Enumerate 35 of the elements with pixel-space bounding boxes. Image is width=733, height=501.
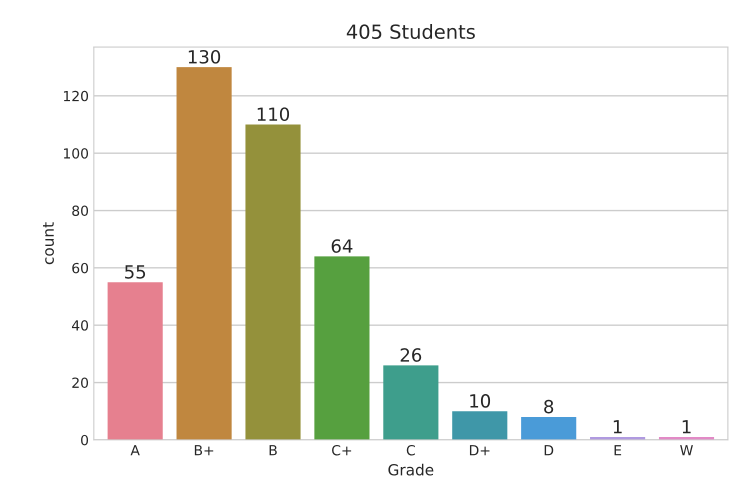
y-tick-label: 100 [64,148,88,159]
bar [452,411,508,440]
x-tick-label: B+ [194,445,214,456]
bar [176,67,232,440]
data-label: 10 [470,394,490,408]
bar [108,282,163,440]
data-label: 64 [332,239,352,253]
y-axis-title: count [42,222,54,264]
y-tick-label: 20 [72,378,88,388]
data-label: 1 [614,420,622,434]
y-tick-label: 0 [81,434,88,446]
x-tick-label: A [130,445,140,456]
x-tick-label: W [680,445,693,456]
x-tick-label: E [614,445,622,456]
chart-title: 405 Students [346,24,475,40]
y-tick-label: 40 [72,320,88,331]
x-axis-title: Grade [388,464,434,476]
bar [245,124,301,440]
y-tick-label: 120 [64,90,88,102]
x-tick-label: C [406,444,415,456]
data-label: 8 [544,400,554,414]
data-label: 26 [400,348,422,362]
bar [521,416,576,440]
y-tick-label: 60 [72,262,88,274]
x-tick-label: C+ [332,444,352,456]
bar [383,365,438,440]
data-label: 55 [125,265,146,279]
y-tick-label: 80 [72,205,88,216]
data-label: 110 [258,107,290,122]
data-label: 130 [188,50,220,64]
x-tick-label: D [544,445,554,456]
data-label: 1 [682,420,691,434]
bar [314,256,370,440]
x-tick-label: B [270,445,277,456]
x-tick-label: D+ [470,445,490,456]
